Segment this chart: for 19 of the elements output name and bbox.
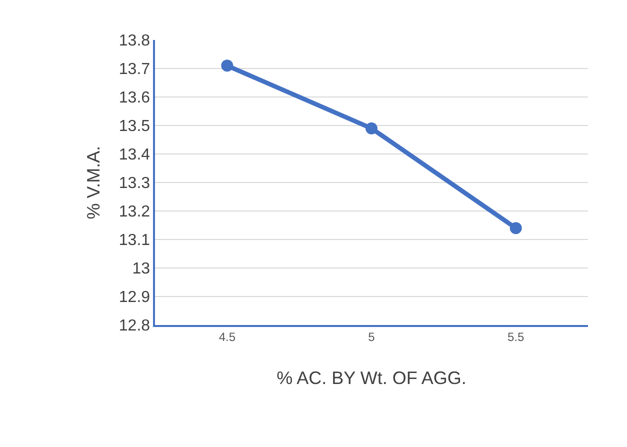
y-axis-title: % V.M.A.: [84, 146, 104, 220]
y-tick-label: 13.7: [118, 61, 150, 78]
y-tick-label: 13.8: [118, 32, 150, 50]
x-tick-label: 5: [368, 330, 376, 344]
y-tick-label: 13.1: [118, 232, 150, 250]
y-tick-label: 13: [132, 260, 150, 278]
x-tick-label: 5.5: [507, 330, 524, 344]
y-tick-label: 12.8: [118, 318, 150, 335]
x-axis-title: % AC. BY Wt. OF AGG.: [276, 368, 466, 388]
y-tick-label: 12.9: [118, 289, 150, 306]
y-tick-label: 13.2: [118, 204, 150, 221]
y-tick-label: 13.3: [118, 175, 150, 192]
y-tick-label: 13.6: [118, 90, 150, 107]
y-tick-label: 13.5: [118, 118, 150, 136]
x-tick-label: 4.5: [218, 330, 236, 344]
point: [366, 122, 378, 134]
y-tick-label: 13.4: [118, 146, 150, 164]
point: [221, 60, 234, 72]
point: [510, 222, 522, 234]
